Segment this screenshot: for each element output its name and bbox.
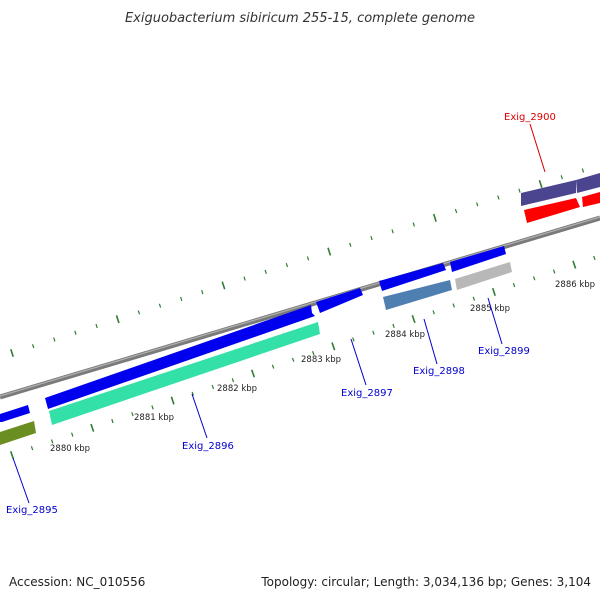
minor-tick [352,337,355,342]
gene-feature-2896-lower[interactable] [49,322,320,425]
minor-tick [454,208,458,214]
minor-tick [243,276,246,281]
major-tick [90,423,95,432]
leader-line-2898 [423,318,438,365]
major-tick [411,315,416,324]
major-tick [10,348,14,358]
gene-feature-2897[interactable] [316,288,363,313]
major-tick [491,287,496,296]
gene-feature-2900-upper[interactable] [521,180,576,206]
minor-tick [158,303,162,308]
minor-tick [111,418,114,424]
gene-label-exig-2895[interactable]: Exig_2895 [6,505,58,516]
gene-feature-2896-upper[interactable] [45,305,315,409]
minor-tick [191,391,194,396]
minor-tick [560,175,563,180]
minor-tick [151,405,154,410]
minor-tick [201,290,204,295]
minor-tick [285,263,289,268]
backbone-highlight [0,216,600,397]
gene-feature-lower-right[interactable] [582,192,600,207]
major-tick [538,179,543,189]
minor-tick [306,256,310,261]
minor-tick [31,344,35,349]
major-tick [9,450,15,460]
minor-tick [432,310,435,315]
kbp-label-2885: 2885 kbp [470,304,510,314]
minor-tick [412,222,415,227]
minor-tick [476,202,479,207]
minor-tick [291,357,295,362]
minor-tick [391,229,394,234]
major-tick [572,260,577,269]
leader-line-2896 [191,393,208,439]
major-tick [115,315,120,324]
minor-tick [518,188,521,193]
map-title: Exiguobacterium sibiricum 255-15, comple… [125,11,475,26]
minor-tick [552,269,556,274]
major-tick [250,369,256,378]
major-tick [327,247,332,256]
minor-tick [211,384,215,390]
gene-label-exig-2899[interactable]: Exig_2899 [478,346,530,357]
gene-feature-upper-left[interactable] [0,405,30,422]
kbp-label-2880: 2880 kbp [50,444,90,454]
gene-feature-upper-right[interactable] [576,173,600,193]
minor-tick [452,303,455,308]
leader-line-2897 [350,338,367,386]
minor-tick [581,168,585,173]
leader-line-2895 [12,457,30,504]
major-tick [432,213,437,222]
gene-feature-2900-lower[interactable] [524,198,580,223]
minor-tick [312,351,315,356]
minor-tick [392,323,395,328]
gene-label-exig-2898[interactable]: Exig_2898 [413,366,465,377]
topology-text: Topology: circular; Length: 3,034,136 bp… [260,575,591,589]
minor-tick [372,330,375,335]
major-tick [170,396,175,405]
minor-tick [349,242,352,247]
kbp-label-2881: 2881 kbp [134,413,174,423]
kbp-label-2882: 2882 kbp [217,384,257,394]
minor-tick [512,283,516,288]
kbp-label-2883: 2883 kbp [301,355,341,365]
minor-tick [74,330,77,335]
gene-feature-2899-upper[interactable] [450,246,506,272]
minor-tick [30,446,34,451]
outer-tick-ring [10,168,585,358]
minor-tick [472,296,476,301]
minor-tick [271,364,275,369]
gene-label-exig-2896[interactable]: Exig_2896 [182,441,234,452]
minor-tick [50,439,54,444]
minor-tick [137,310,141,315]
minor-tick [532,276,536,281]
gene-feature-2895[interactable] [0,421,36,445]
major-tick [331,342,336,351]
gene-feature-2898-lower[interactable] [383,280,452,310]
gene-feature-2899-lower[interactable] [455,262,512,290]
accession-text: Accession: NC_010556 [9,575,145,589]
minor-tick [53,337,56,342]
minor-tick [264,269,267,274]
leader-line-2900 [529,123,546,173]
minor-tick [593,255,596,260]
gene-feature-2898-upper[interactable] [379,263,446,291]
minor-tick [71,432,74,437]
major-tick [221,281,226,290]
minor-tick [497,195,500,200]
minor-tick [370,236,373,241]
inner-tick-ring [9,255,596,460]
kbp-label-2884: 2884 kbp [385,330,425,340]
minor-tick [95,323,98,329]
gene-label-exig-2900[interactable]: Exig_2900 [504,112,556,123]
kbp-label-2886: 2886 kbp [555,280,595,290]
gene-label-exig-2897[interactable]: Exig_2897 [341,388,393,399]
minor-tick [231,378,235,383]
minor-tick [180,296,183,301]
leader-line-2899 [487,297,503,345]
minor-tick [131,412,134,417]
